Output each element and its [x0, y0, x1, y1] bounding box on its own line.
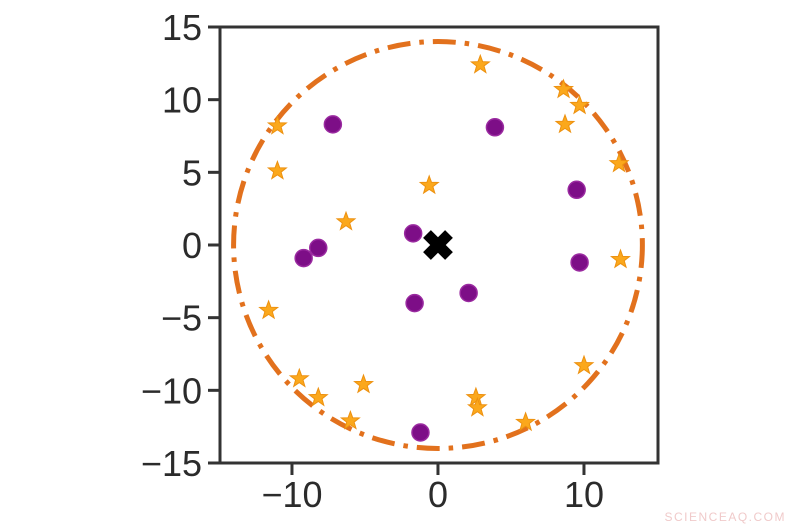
- star-point: [266, 159, 288, 180]
- y-axis-tick-label: −5: [161, 298, 202, 339]
- y-axis-tick-label: 15: [162, 7, 202, 48]
- star-point: [569, 94, 590, 115]
- purple-point: [309, 238, 328, 258]
- purple-point: [485, 118, 505, 137]
- star-point: [573, 354, 595, 375]
- y-axis-tick-label: 10: [162, 80, 202, 121]
- star-point: [608, 152, 630, 173]
- star-point: [307, 386, 329, 407]
- boundary-circle: [231, 39, 645, 451]
- star-point: [553, 78, 575, 99]
- purple-point: [405, 293, 424, 313]
- star-point: [469, 53, 491, 74]
- star-point: [335, 210, 357, 231]
- star-point: [353, 373, 375, 394]
- star-point: [467, 396, 488, 417]
- y-axis-tick-label: −10: [141, 370, 202, 411]
- star-point: [609, 248, 631, 269]
- x-axis-tick-label: 0: [428, 474, 448, 515]
- star-point: [418, 174, 440, 195]
- purple-point: [567, 180, 586, 200]
- center-x-marker: [423, 230, 453, 260]
- star-point: [554, 113, 576, 134]
- star-point: [288, 367, 310, 388]
- plot-border: [218, 25, 660, 465]
- x-axis-tick-label: −10: [261, 474, 322, 515]
- purple-point: [459, 283, 478, 303]
- star-point: [266, 114, 288, 135]
- purple-point: [403, 224, 423, 243]
- watermark: SCIENCEAQ.COM: [664, 510, 786, 524]
- y-axis-tick-label: 5: [182, 152, 202, 193]
- star-point: [515, 411, 537, 432]
- star-point: [339, 409, 361, 430]
- x-axis-tick-label: 10: [564, 474, 604, 515]
- purple-point: [323, 115, 343, 134]
- purple-point: [411, 423, 430, 442]
- purple-point: [570, 253, 589, 272]
- y-axis-tick-label: −15: [141, 443, 202, 484]
- star-point: [258, 299, 280, 320]
- purple-point: [294, 248, 313, 268]
- y-axis-tick-label: 0: [182, 225, 202, 266]
